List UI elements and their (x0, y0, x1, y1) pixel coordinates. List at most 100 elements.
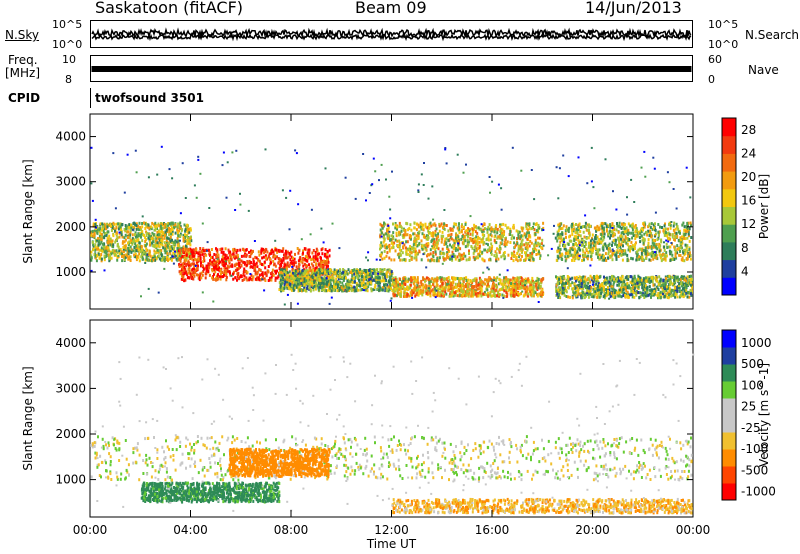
heatmap-cell (403, 292, 406, 296)
heatmap-cell (388, 247, 391, 251)
heatmap-cell (180, 269, 183, 273)
heatmap-cell (109, 222, 112, 226)
heatmap-cell (180, 277, 183, 281)
heatmap-cell (282, 257, 285, 260)
heatmap-cell (243, 261, 246, 264)
heatmap-cell (319, 283, 322, 287)
heatmap-cell (444, 290, 447, 294)
heatmap-cell (327, 277, 330, 280)
heatmap-cell (490, 247, 493, 251)
heatmap-cell (481, 284, 484, 288)
heatmap-cell (347, 283, 350, 287)
nsearch-trace (91, 32, 692, 42)
heatmap-cell (493, 293, 496, 297)
heatmap-cell (417, 281, 420, 285)
heatmap-cell (100, 246, 103, 250)
heatmap-cell (98, 248, 101, 252)
heatmap-cell (278, 249, 281, 253)
heatmap-cell (415, 228, 418, 232)
heatmap-cell (493, 235, 496, 239)
heatmap-cell (437, 238, 440, 242)
heatmap-cell (381, 257, 384, 261)
heatmap-cell (443, 243, 446, 246)
heatmap-cell (487, 236, 490, 240)
heatmap-cell (351, 281, 354, 284)
heatmap-cell (390, 273, 393, 277)
heatmap-cell (408, 236, 411, 240)
heatmap-cell (519, 258, 522, 262)
heatmap-cell (398, 282, 401, 286)
heatmap-cell (243, 274, 246, 278)
heatmap-cell (120, 252, 123, 256)
heatmap-cell (125, 227, 128, 231)
heatmap-cell (165, 239, 168, 242)
heatmap-cell (516, 259, 519, 263)
heatmap-cell (264, 266, 267, 270)
heatmap-cell (408, 259, 411, 262)
heatmap-cell (437, 288, 440, 292)
heatmap-cell (410, 276, 412, 280)
heatmap-cell (361, 275, 363, 278)
heatmap-cell (510, 257, 513, 260)
heatmap-cell (452, 253, 455, 256)
heatmap-cell (486, 227, 489, 231)
heatmap-cell (291, 267, 294, 271)
heatmap-cell (315, 247, 318, 251)
heatmap-cell (112, 234, 115, 238)
heatmap-cell (137, 224, 140, 228)
heatmap-cell (478, 244, 481, 248)
heatmap-cell (101, 249, 104, 253)
heatmap-cell (418, 249, 421, 253)
heatmap-cell (120, 233, 123, 237)
heatmap-cell (264, 279, 267, 282)
heatmap-cell (129, 249, 132, 253)
heatmap-cell (394, 223, 397, 227)
heatmap-cell (307, 271, 309, 275)
heatmap-cell (119, 225, 122, 229)
heatmap-cell (134, 252, 137, 256)
heatmap-cell (100, 240, 103, 244)
heatmap-cell (385, 243, 388, 247)
heatmap-cell (285, 251, 288, 255)
heatmap-cell (338, 282, 341, 286)
heatmap-cell (378, 271, 381, 275)
heatmap-cell (131, 233, 134, 237)
heatmap-cell (413, 232, 416, 236)
heatmap-cell (138, 248, 140, 252)
heatmap-cell (381, 279, 384, 283)
heatmap-cell (323, 261, 326, 265)
heatmap-cell (376, 276, 379, 280)
heatmap-cell (539, 242, 542, 246)
heatmap-cell (403, 233, 406, 237)
heatmap-cell (207, 270, 210, 273)
heatmap-cell (500, 223, 503, 227)
heatmap-cell (286, 263, 289, 267)
heatmap-cell (288, 270, 291, 274)
heatmap-cell (160, 238, 163, 242)
heatmap-cell (462, 293, 464, 297)
heatmap-cell (249, 255, 252, 259)
heatmap-cell (463, 234, 466, 238)
heatmap-cell (144, 252, 147, 256)
heatmap-cell (109, 254, 111, 258)
heatmap-cell (502, 253, 505, 257)
heatmap-cell (233, 247, 236, 251)
heatmap-cell (297, 289, 300, 293)
heatmap-cell (481, 250, 484, 254)
heatmap-cell (434, 241, 437, 245)
heatmap-cell (138, 241, 141, 245)
heatmap-cell (395, 277, 398, 281)
heatmap-cell (469, 232, 472, 236)
heatmap-cell (246, 271, 249, 275)
heatmap-cell (530, 288, 533, 292)
heatmap-cell (145, 234, 148, 237)
heatmap-cell (156, 230, 159, 234)
heatmap-cell (100, 238, 103, 242)
heatmap-cell (163, 223, 166, 227)
heatmap-cell (358, 278, 360, 282)
heatmap-cell (257, 250, 260, 254)
heatmap-cell (521, 227, 524, 230)
heatmap-cell (404, 279, 407, 283)
heatmap-cell (379, 281, 381, 285)
heatmap-cell (426, 226, 429, 230)
